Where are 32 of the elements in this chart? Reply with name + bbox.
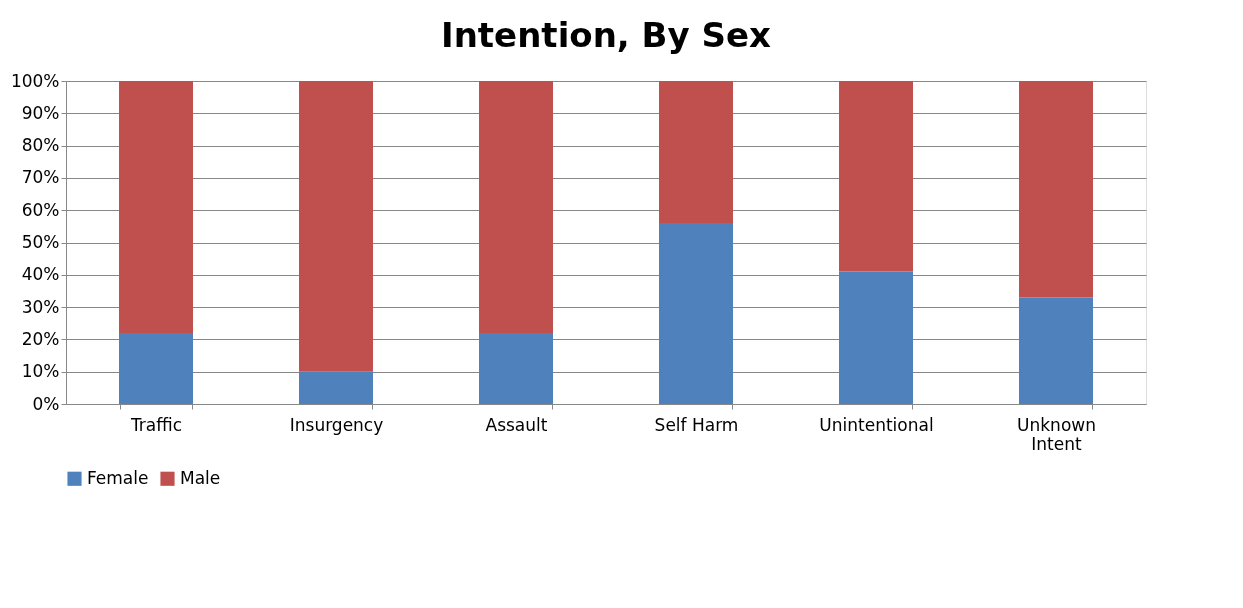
y-tick-label: 30% (21, 296, 60, 317)
x-tick-label: Self Harm (654, 414, 739, 435)
bar (1019, 297, 1093, 404)
bar (119, 332, 193, 404)
y-tick-label: 60% (21, 199, 60, 220)
y-tick-label: 90% (21, 102, 60, 123)
y-tick-label: 40% (21, 264, 60, 285)
bar (299, 81, 373, 372)
x-tick-label: Insurgency (289, 414, 384, 435)
y-tick-label: 20% (21, 328, 60, 349)
bar (479, 332, 553, 404)
bar (659, 81, 733, 224)
y-tick-label: 70% (21, 167, 60, 188)
bar (119, 81, 193, 333)
x-tick-label: Unintentional (819, 414, 934, 435)
bar (479, 81, 553, 333)
x-tick-label: Traffic (129, 414, 183, 435)
legend-label: Female (87, 467, 149, 488)
x-tick-label: Assault (485, 414, 548, 435)
bar (839, 271, 913, 404)
y-tick-label: 10% (21, 361, 60, 382)
y-tick-label: 100% (10, 70, 60, 91)
bar (839, 81, 913, 272)
x-tick-label: Unknown Intent (1017, 414, 1096, 454)
y-tick-label: 50% (21, 232, 60, 252)
y-tick-label: 0% (32, 393, 60, 414)
chart-title: Intention, By Sex (441, 15, 772, 55)
legend-label: Male (180, 467, 221, 488)
bar (659, 223, 733, 404)
bar (299, 371, 373, 404)
y-tick-label: 80% (21, 135, 60, 156)
bar (1019, 81, 1093, 298)
